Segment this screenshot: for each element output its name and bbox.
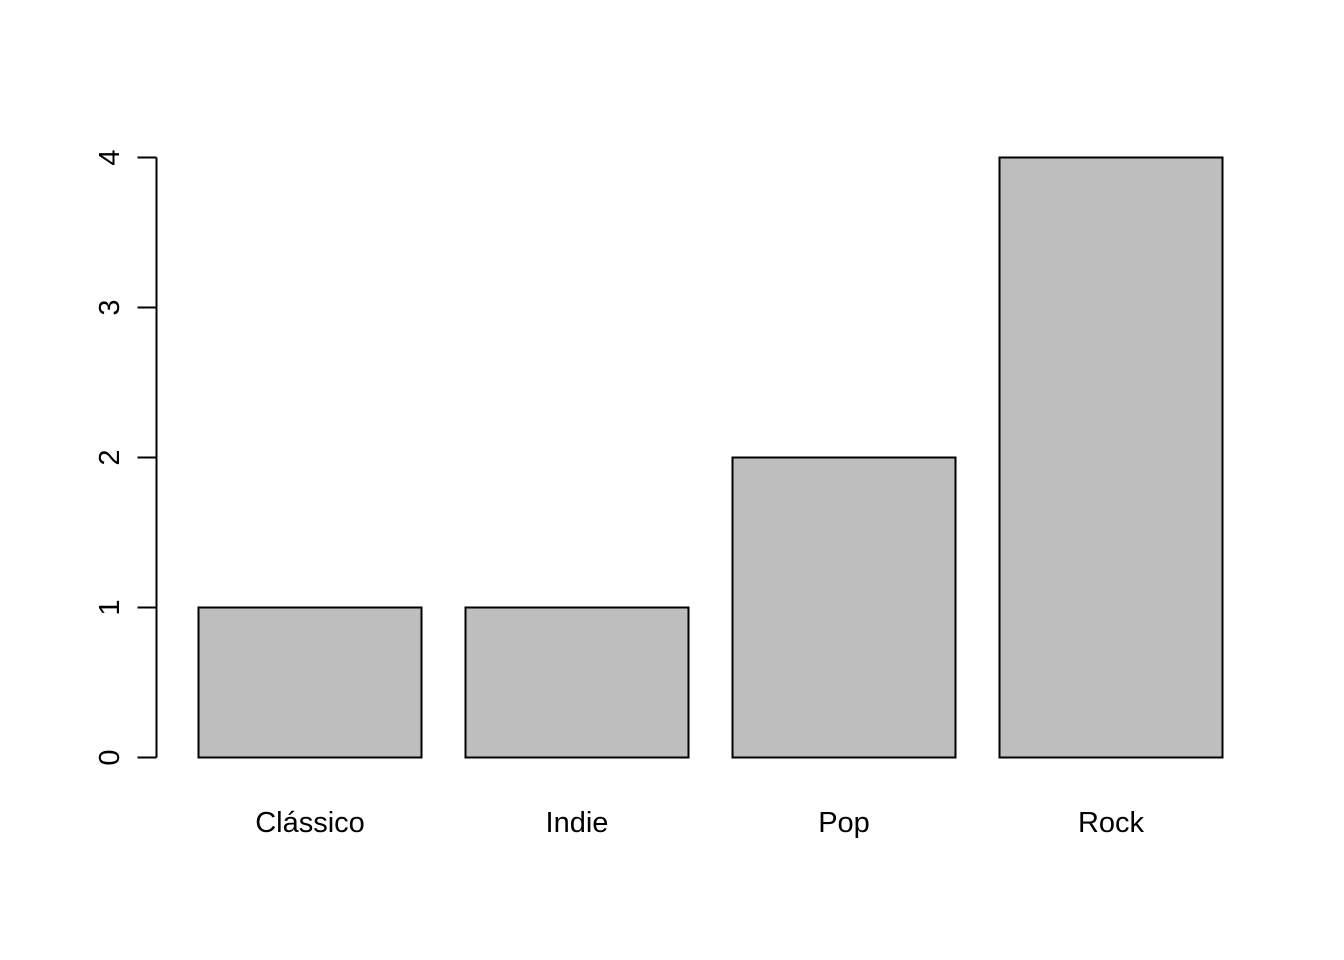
- y-axis: 0 1 2 3 4: [94, 149, 158, 766]
- y-tick-label-1: 1: [94, 599, 126, 615]
- bars-group: [197, 156, 1224, 759]
- y-tick-label-3: 3: [94, 299, 126, 315]
- y-tick-label-0: 0: [94, 749, 126, 765]
- bar-rock: [998, 156, 1224, 759]
- bar-cl-ssico: [197, 606, 423, 759]
- y-tick-label-2: 2: [94, 449, 126, 465]
- x-tick-label-rock: Rock: [1078, 807, 1145, 839]
- y-tick-label-4: 4: [94, 149, 126, 165]
- x-tick-label-indie: Indie: [546, 807, 609, 839]
- x-tick-label-cl-ssico: Clássico: [255, 807, 365, 839]
- bar-indie: [464, 606, 690, 759]
- x-axis-labels: Clássico Indie Pop Rock: [255, 807, 1144, 839]
- bar-pop: [731, 456, 957, 759]
- x-tick-label-pop: Pop: [818, 807, 870, 839]
